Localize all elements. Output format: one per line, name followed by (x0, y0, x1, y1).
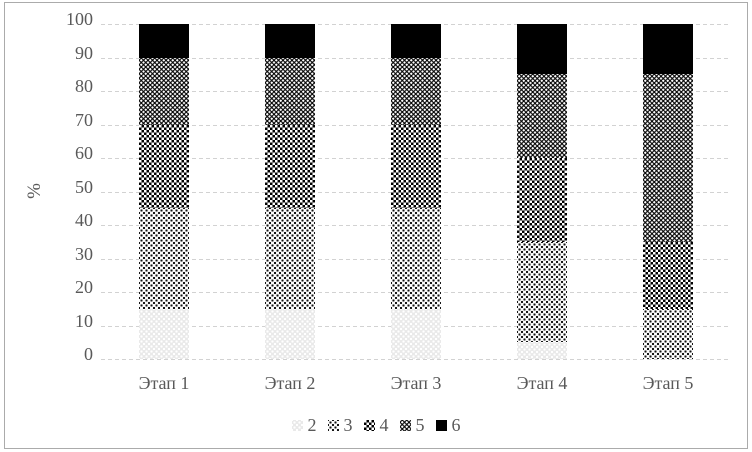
x-category-label-3: Этап 3 (390, 373, 442, 393)
y-axis-title: % (24, 183, 45, 199)
bar-segment-series-2 (139, 308, 189, 359)
y-tick-label-0: 0 (84, 344, 93, 364)
bar-этап-5 (643, 24, 693, 359)
bar-segment-series-3 (139, 208, 189, 309)
bar-segment-series-5 (265, 57, 315, 125)
bar-этап-4 (517, 24, 567, 359)
y-tick-label-70: 70 (75, 109, 93, 130)
legend-item-5: 5 (399, 415, 425, 435)
bar-segment-series-3 (643, 308, 693, 359)
y-tick-label-10: 10 (75, 310, 93, 331)
bar-segment-series-5 (139, 57, 189, 125)
legend-label-5: 5 (415, 415, 425, 435)
legend-item-3: 3 (327, 415, 353, 435)
bar-segment-series-4 (517, 158, 567, 242)
legend-item-6: 6 (435, 415, 461, 435)
y-tick-label-80: 80 (75, 76, 93, 96)
legend-label-6: 6 (451, 415, 461, 435)
bar-segment-series-6 (517, 24, 567, 75)
bar-segment-series-5 (643, 74, 693, 242)
bar-segment-series-5 (391, 57, 441, 125)
bar-segment-series-4 (139, 124, 189, 209)
x-category-label-2: Этап 2 (264, 373, 316, 393)
dark-white-dots-swatch (399, 419, 411, 431)
y-tick-label-30: 30 (75, 243, 93, 264)
x-category-label-5: Этап 5 (642, 373, 694, 393)
bar-segment-series-2 (517, 342, 567, 359)
gridline-0 (101, 359, 731, 360)
bar-segment-series-3 (391, 208, 441, 309)
legend-label-3: 3 (343, 415, 353, 435)
y-tick-label-50: 50 (75, 176, 93, 197)
bar-segment-series-6 (265, 24, 315, 58)
legend-item-4: 4 (363, 415, 389, 435)
solid-black-swatch (435, 419, 447, 431)
y-tick-label-40: 40 (75, 210, 93, 230)
y-tick-label-90: 90 (75, 42, 93, 63)
bar-этап-2 (265, 24, 315, 359)
checkerboard-swatch (363, 419, 375, 431)
stacked-bar-chart-figure: 100 90 80 70 60 50 40 30 20 10 0 % Этап 1 Этап 2 Эта… (4, 2, 748, 449)
sparse-black-dots-swatch (327, 419, 339, 431)
bar-segment-series-2 (391, 308, 441, 359)
light-gray-dots-swatch (291, 419, 303, 431)
bar-segment-series-4 (265, 124, 315, 209)
bar-segment-series-6 (643, 24, 693, 75)
legend: 2 3 4 5 6 (5, 413, 747, 437)
legend-label-4: 4 (379, 415, 389, 435)
bar-этап-1 (139, 24, 189, 359)
legend-item-2: 2 (291, 415, 317, 435)
bar-segment-series-4 (643, 241, 693, 309)
bar-segment-series-2 (265, 308, 315, 359)
bar-segment-series-3 (265, 208, 315, 309)
bar-этап-3 (391, 24, 441, 359)
x-category-label-1: Этап 1 (138, 373, 190, 393)
bar-segment-series-4 (391, 124, 441, 209)
bar-segment-series-6 (391, 24, 441, 58)
y-tick-label-60: 60 (75, 143, 93, 163)
bar-segment-series-3 (517, 241, 567, 343)
bar-segment-series-5 (517, 74, 567, 158)
y-tick-label-20: 20 (75, 277, 93, 297)
y-tick-label-100: 100 (66, 9, 93, 29)
legend-label-2: 2 (307, 415, 317, 435)
bar-segment-series-6 (139, 24, 189, 58)
x-category-label-4: Этап 4 (516, 373, 568, 393)
